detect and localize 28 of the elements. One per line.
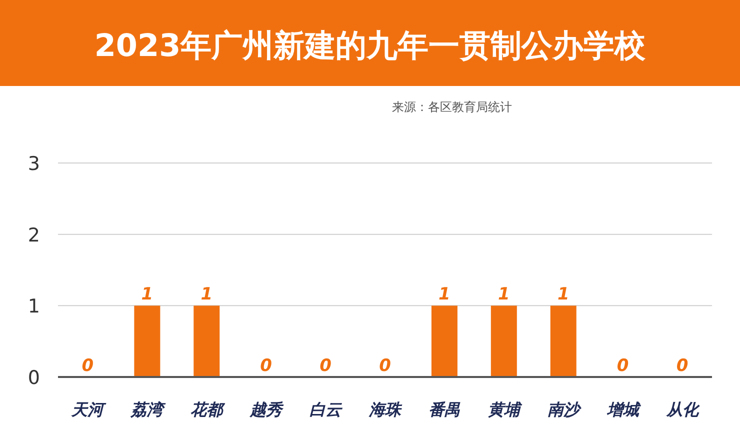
x-tick-label: 增城: [606, 400, 642, 419]
x-tick-label: 天河: [70, 400, 107, 419]
data-label: 0: [82, 356, 94, 376]
y-tick-label: 3: [28, 153, 40, 175]
x-tick-label: 番禺: [428, 400, 460, 419]
x-tick-label: 荔湾: [130, 400, 166, 419]
source-note: 来源：各区教育局统计: [392, 100, 512, 114]
data-label: 0: [616, 356, 629, 376]
data-label: 0: [379, 356, 392, 376]
x-tick-label: 海珠: [368, 400, 403, 419]
data-label: 1: [498, 284, 510, 305]
data-label: 1: [200, 284, 213, 305]
x-tick-label: 南沙: [547, 400, 582, 419]
data-label: 1: [557, 284, 570, 305]
y-tick-label: 2: [28, 224, 40, 246]
data-label: 1: [141, 284, 154, 305]
x-tick-label: 黄埔: [488, 400, 523, 419]
chart-title: 2023年广州新建的九年一贯制公办学校: [94, 28, 647, 64]
x-tick-label: 从化: [665, 400, 700, 419]
data-label: 0: [320, 356, 332, 376]
x-tick-label: 越秀: [249, 400, 284, 419]
data-label: 1: [438, 284, 450, 305]
data-label: 0: [260, 356, 272, 376]
x-tick-label: 白云: [310, 400, 344, 419]
x-tick-label: 花都: [190, 400, 226, 419]
y-tick-label: 1: [28, 296, 40, 318]
y-tick-label: 0: [28, 367, 40, 389]
data-label: 0: [676, 356, 688, 376]
